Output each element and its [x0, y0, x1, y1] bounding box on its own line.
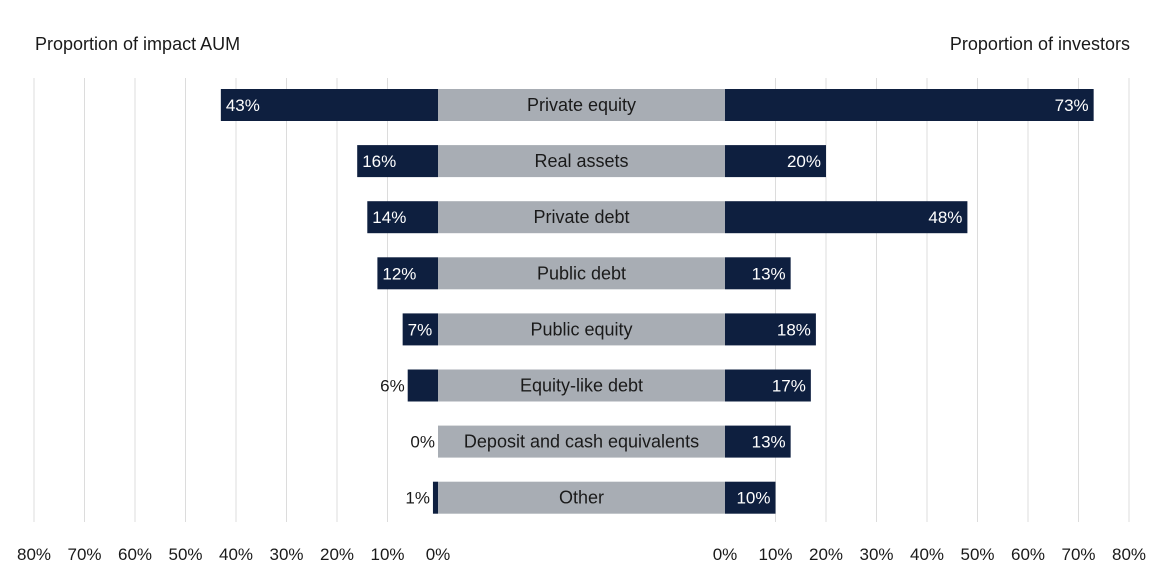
category-label: Other [559, 488, 604, 508]
aum-data-label: 0% [410, 433, 435, 452]
right-axis-tick-label: 70% [1061, 545, 1095, 564]
aum-bar [432, 481, 438, 514]
aum-data-label: 14% [372, 208, 406, 227]
aum-bar [357, 145, 438, 178]
category-label: Equity-like debt [520, 376, 643, 396]
category-label: Public debt [537, 263, 626, 283]
investors-data-label: 48% [928, 208, 962, 227]
investors-data-label: 10% [736, 489, 770, 508]
left-axis-title: Proportion of impact AUM [35, 34, 241, 54]
investors-data-label: 73% [1055, 96, 1089, 115]
investors-data-label: 17% [772, 377, 806, 396]
category-label: Real assets [534, 151, 628, 171]
aum-bar [402, 313, 438, 346]
right-axis-tick-label: 10% [758, 545, 792, 564]
right-axis-tick-label: 60% [1011, 545, 1045, 564]
right-axis-tick-label: 30% [859, 545, 893, 564]
right-axis-tick-label: 40% [910, 545, 944, 564]
investors-data-label: 13% [752, 264, 786, 283]
left-axis-tick-label: 70% [67, 545, 101, 564]
investors-data-label: 20% [787, 152, 821, 171]
aum-data-label: 7% [408, 320, 433, 339]
investors-bar [725, 89, 1094, 121]
right-axis-tick-label: 0% [713, 545, 738, 564]
category-label: Private debt [533, 207, 629, 227]
right-axis-tick-label: 80% [1112, 545, 1146, 564]
right-axis-title: Proportion of investors [949, 34, 1130, 54]
category-band [438, 481, 725, 514]
aum-bar [377, 257, 438, 290]
aum-bar [407, 369, 438, 402]
left-axis-tick-label: 20% [320, 545, 354, 564]
left-axis-tick-label: 40% [219, 545, 253, 564]
left-axis-tick-label: 0% [426, 545, 451, 564]
category-label: Public equity [530, 319, 632, 339]
category-band [438, 89, 725, 121]
aum-data-label: 6% [380, 377, 405, 396]
aum-data-label: 12% [382, 264, 416, 283]
investors-bar [725, 257, 791, 290]
category-band [438, 145, 725, 178]
left-axis-tick-label: 80% [17, 545, 51, 564]
investors-bar [725, 313, 816, 346]
investors-bar [725, 481, 776, 514]
aum-data-label: 1% [405, 489, 430, 508]
left-axis-tick-label: 10% [370, 545, 404, 564]
right-axis-tick-label: 50% [960, 545, 994, 564]
category-band [438, 201, 725, 234]
category-band [438, 369, 725, 402]
investors-bar [725, 369, 811, 402]
aum-bar [220, 89, 438, 121]
category-band [438, 425, 725, 458]
left-axis-tick-label: 50% [168, 545, 202, 564]
category-band [438, 257, 725, 290]
investors-data-label: 18% [777, 320, 811, 339]
investors-bar [725, 425, 791, 458]
left-axis-tick-label: 30% [269, 545, 303, 564]
category-label: Deposit and cash equivalents [464, 432, 699, 452]
left-axis-tick-label: 60% [118, 545, 152, 564]
aum-data-label: 43% [226, 96, 260, 115]
aum-bar [367, 201, 438, 234]
category-label: Private equity [527, 95, 636, 115]
aum-data-label: 16% [362, 152, 396, 171]
right-axis-tick-label: 20% [809, 545, 843, 564]
investors-bar [725, 201, 968, 234]
investors-bar [725, 145, 826, 178]
investors-data-label: 13% [752, 433, 786, 452]
category-band [438, 313, 725, 346]
